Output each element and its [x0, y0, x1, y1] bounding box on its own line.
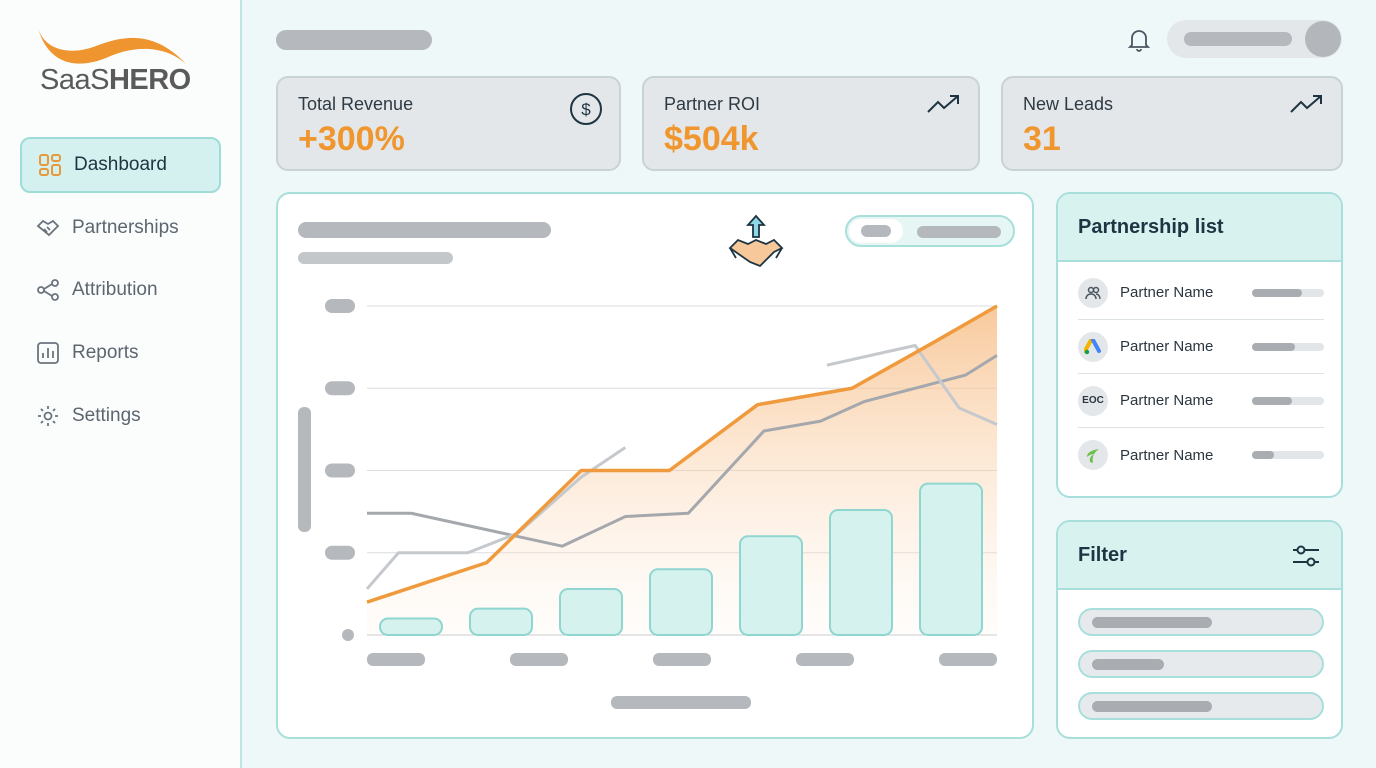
x-axis-label-placeholder [611, 696, 751, 709]
bar [469, 607, 533, 636]
handshake-icon [36, 216, 60, 240]
dollar-circle-icon: $ [569, 92, 603, 131]
filter-option[interactable] [1078, 692, 1324, 720]
kpi-label: New Leads [1023, 94, 1114, 114]
chart-title-placeholder [298, 222, 551, 238]
partner-progress-bar [1252, 342, 1324, 351]
partner-name: Partner Name [1120, 338, 1214, 355]
kpi-value: 31 [1023, 120, 1061, 158]
sidebar-item-label: Reports [72, 342, 139, 363]
bell-icon[interactable] [1127, 27, 1151, 58]
trending-up-icon [926, 92, 962, 121]
y-tick-label-placeholder [325, 545, 355, 560]
series-line [826, 343, 998, 426]
partner-name: Partner Name [1120, 446, 1214, 464]
toggle-option-2[interactable] [917, 226, 1001, 238]
partner-name: Partner Name [1120, 392, 1214, 409]
sidebar-item-attribution[interactable]: Attribution [20, 262, 221, 318]
partner-logo: EOC [1078, 385, 1108, 416]
username-placeholder [1184, 32, 1292, 46]
toggle-option-1[interactable] [849, 219, 903, 243]
sidebar-item-label: Settings [72, 405, 141, 426]
partner-progress-bar [1252, 396, 1324, 405]
kpi-card-new-leads[interactable]: New Leads 31 [1001, 76, 1343, 171]
kpi-label: Total Revenue [298, 94, 414, 114]
kpi-value: $504k [664, 120, 759, 158]
handshake-growth-icon [726, 214, 786, 281]
sidebar-item-reports[interactable]: Reports [20, 325, 221, 381]
sidebar-item-label: Dashboard [74, 154, 167, 175]
x-tick-label-placeholder [653, 653, 711, 666]
chart-svg [298, 299, 998, 709]
x-tick-label-placeholder [796, 653, 854, 666]
y-axis-label-placeholder [298, 407, 311, 532]
sidebar-item-label: Partnerships [72, 217, 179, 238]
partner-logo [1078, 277, 1108, 308]
sliders-icon[interactable] [1291, 544, 1321, 574]
x-tick-label-placeholder [939, 653, 997, 666]
logo-text-bold: HERO [108, 64, 191, 96]
kpi-label: Partner ROI [664, 94, 761, 114]
y-tick-label-placeholder [325, 381, 355, 396]
logo-swoosh-icon [38, 28, 186, 64]
filter-header: Filter [1058, 522, 1341, 590]
series-line [367, 354, 998, 548]
bar [649, 568, 713, 637]
partner-logo [1078, 331, 1108, 362]
user-menu[interactable] [1167, 20, 1342, 58]
filter-title: Filter [1078, 543, 1127, 566]
partner-progress-bar [1252, 451, 1324, 459]
bar [559, 587, 623, 637]
saashero-logo[interactable]: SaaSHERO [36, 24, 206, 99]
bar [739, 535, 803, 636]
partnership-list-panel: Partnership list Partner Name Partner Nam… [1056, 192, 1343, 498]
partner-progress-bar [1252, 288, 1324, 297]
sidebar-item-partnerships[interactable]: Partnerships [20, 200, 221, 256]
sidebar-item-settings[interactable]: Settings [20, 388, 221, 444]
filter-panel: Filter [1056, 520, 1343, 739]
kpi-card-partner-roi[interactable]: Partner ROI $504k [642, 76, 980, 171]
partner-name: Partner Name [1120, 284, 1214, 301]
partner-row[interactable]: Partner Name [1078, 428, 1324, 482]
page-title-placeholder [276, 30, 432, 50]
sidebar: SaaSHERO Dashboard Partnerships Attribut… [0, 0, 242, 768]
logo-text-light: SaaS [40, 64, 109, 96]
series-line-orange [366, 304, 998, 604]
bar [379, 617, 443, 636]
bar [829, 508, 893, 637]
partner-logo [1078, 440, 1108, 470]
chart-subtitle-placeholder [298, 252, 453, 264]
kpi-value: +300% [298, 120, 405, 158]
y-tick-label-placeholder [325, 299, 355, 313]
user-avatar[interactable] [1305, 21, 1341, 57]
bar [919, 482, 983, 636]
filter-option[interactable] [1078, 650, 1324, 678]
y-origin-tick [342, 629, 354, 641]
partner-row[interactable]: Partner Name [1078, 266, 1324, 320]
partnership-list-title: Partnership list [1058, 194, 1341, 262]
kpi-card-total-revenue[interactable]: Total Revenue +300% $ [276, 76, 621, 171]
share-nodes-icon [36, 278, 60, 302]
y-tick-label-placeholder [325, 463, 355, 478]
partner-row[interactable]: Partner Name [1078, 320, 1324, 374]
x-tick-label-placeholder [510, 653, 568, 666]
chart-panel [276, 192, 1034, 739]
bar-chart-icon [36, 341, 60, 365]
chart-range-toggle[interactable] [845, 215, 1015, 247]
x-tick-label-placeholder [367, 653, 425, 666]
sidebar-item-label: Attribution [72, 279, 158, 300]
trending-up-icon [1289, 92, 1325, 121]
filter-option[interactable] [1078, 608, 1324, 636]
svg-text:$: $ [581, 100, 591, 119]
sidebar-item-dashboard[interactable]: Dashboard [20, 137, 221, 193]
gear-icon [36, 404, 60, 428]
partner-row[interactable]: EOC Partner Name [1078, 374, 1324, 428]
dashboard-icon [38, 153, 62, 177]
